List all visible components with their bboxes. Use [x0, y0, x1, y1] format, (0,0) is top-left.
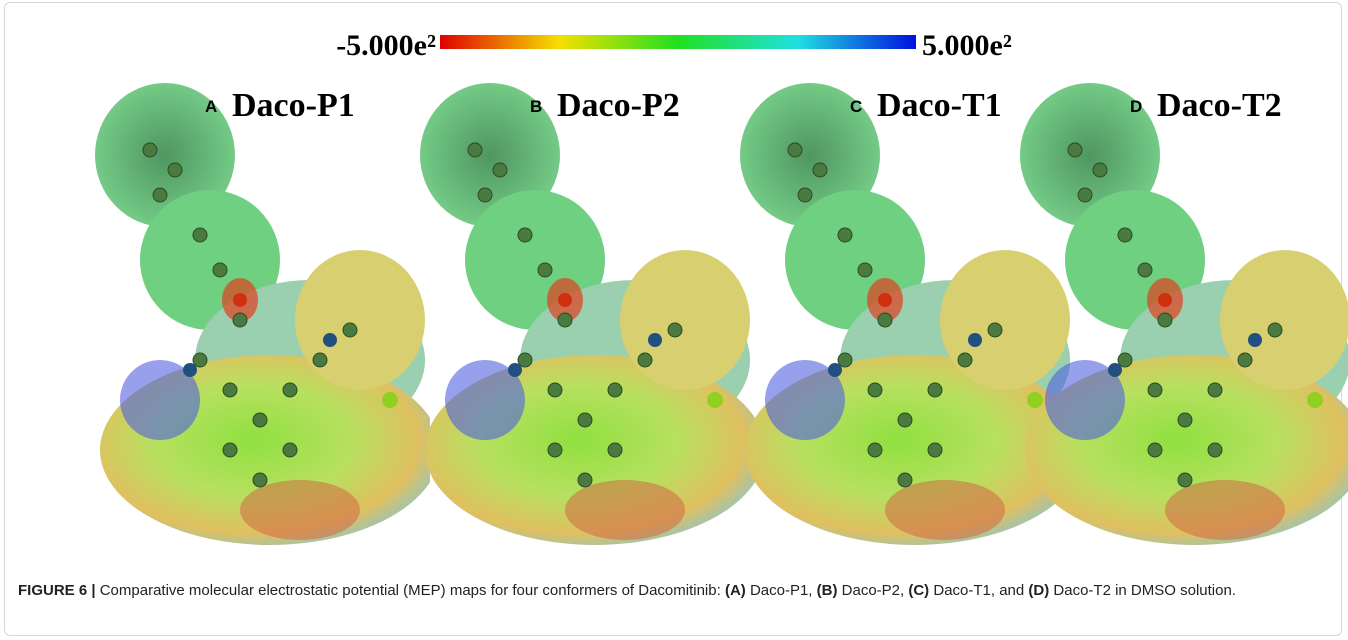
- panels: A Daco-P1 B Daco-P2 C Daco-T1 D Daco-T2: [95, 83, 1348, 545]
- panel-title: Daco-P1: [232, 87, 355, 124]
- molecule-map: [95, 83, 440, 545]
- caption-text: Daco-T1, and: [929, 582, 1028, 599]
- panel-title: Daco-P2: [557, 87, 680, 124]
- colorbar-max-label: 5.000e²: [922, 29, 1012, 62]
- caption-panel-ref: (A): [725, 582, 746, 599]
- caption-panel-ref: (B): [817, 582, 838, 599]
- caption: FIGURE 6 | Comparative molecular electro…: [18, 580, 1336, 601]
- caption-text: Daco-P1,: [746, 582, 817, 599]
- caption-panel-ref: (C): [908, 582, 929, 599]
- caption-text: Daco-P2,: [837, 582, 908, 599]
- caption-text: Comparative molecular electrostatic pote…: [96, 582, 725, 599]
- panel-letter: D: [1130, 97, 1142, 116]
- molecule-map: [420, 83, 765, 545]
- panel-letter: B: [530, 97, 542, 116]
- panel-title: Daco-T2: [1157, 87, 1282, 124]
- caption-panel-ref: (D): [1028, 582, 1049, 599]
- panel-title: Daco-T1: [877, 87, 1002, 124]
- panel-letter: A: [205, 97, 217, 116]
- caption-label: FIGURE 6 |: [18, 582, 96, 599]
- figure: -5.000e² 5.000e² A Daco-P1 B Daco-P2 C Daco-T…: [0, 0, 1348, 570]
- page: -5.000e² 5.000e² A Daco-P1 B Daco-P2 C Daco-T…: [0, 0, 1348, 640]
- colorbar: [440, 35, 916, 49]
- panel-letter: C: [850, 97, 862, 116]
- caption-text: Daco-T2 in DMSO solution.: [1049, 582, 1236, 599]
- colorbar-min-label: -5.000e²: [336, 29, 436, 62]
